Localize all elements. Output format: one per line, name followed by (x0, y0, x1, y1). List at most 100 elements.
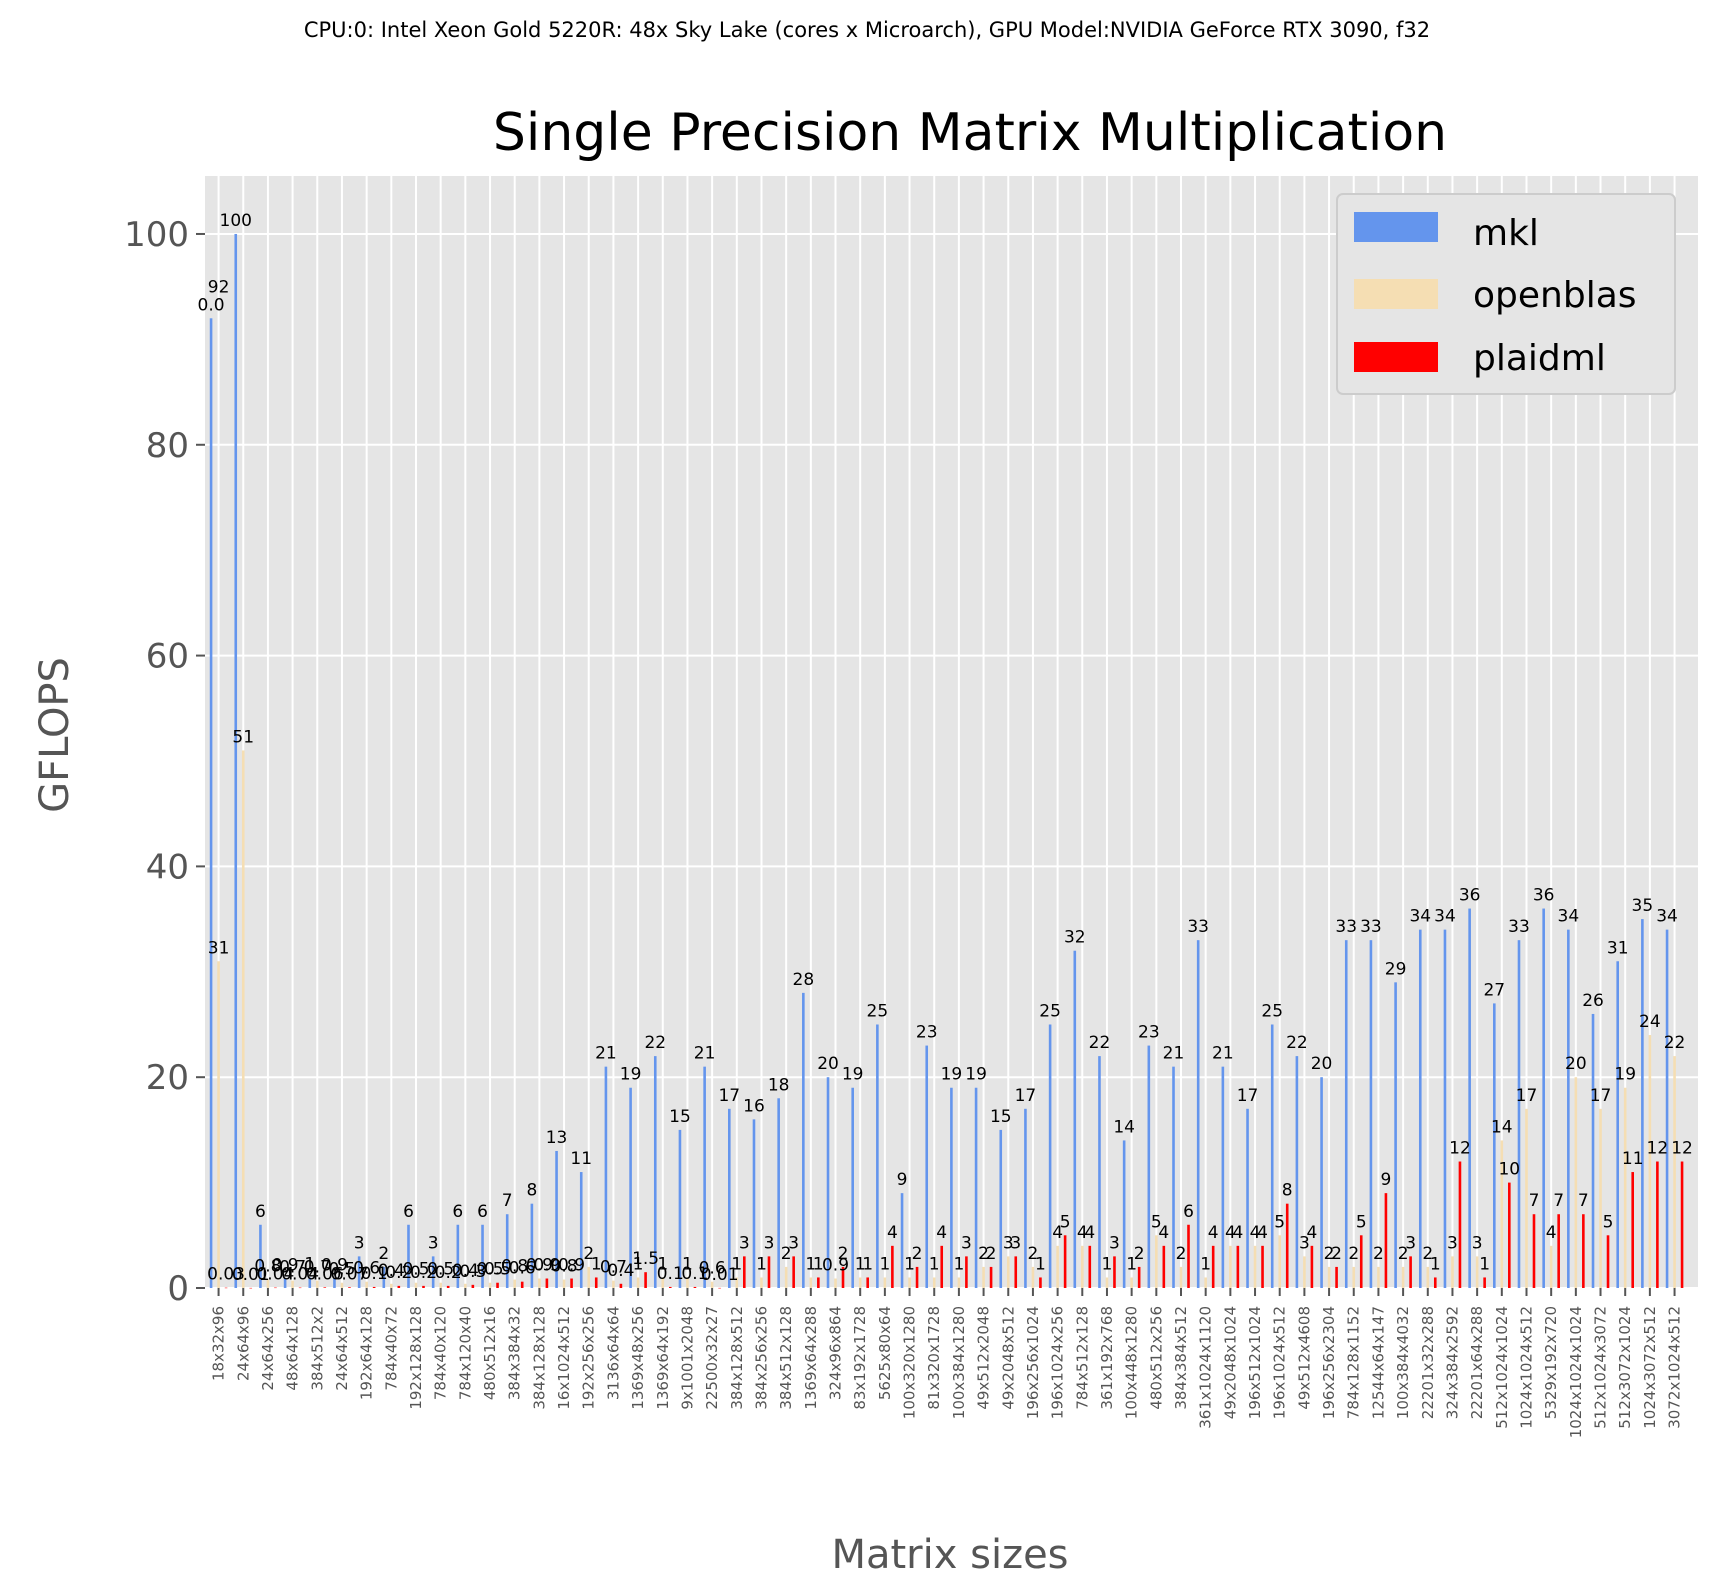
figure-suptitle: CPU:0: Intel Xeon Gold 5220R: 48x Sky La… (303, 18, 1431, 42)
bar-label-mkl: 1 (304, 1254, 315, 1274)
bar-plaidml (1508, 1182, 1511, 1288)
x-tick-label: 3072x1024x512 (1666, 1306, 1684, 1429)
bar-plaidml (249, 1287, 253, 1289)
bar-label-plaidml: 0.4 (607, 1261, 634, 1281)
bar-label-openblas: 1 (1200, 1254, 1211, 1274)
bar-label-openblas: 22 (1664, 1033, 1686, 1053)
bar-label-plaidml: 0.1 (657, 1264, 684, 1284)
bar-plaidml (298, 1287, 302, 1289)
bar-plaidml (1261, 1245, 1264, 1288)
bar-plaidml (1137, 1266, 1141, 1288)
bar-openblas (1549, 1245, 1553, 1288)
bar-mkl (851, 1087, 854, 1288)
bar-mkl (382, 1266, 386, 1288)
bar-plaidml (619, 1283, 623, 1288)
bar-label-openblas: 1 (904, 1254, 915, 1274)
bar-label-plaidml: 0.06 (306, 1264, 344, 1284)
bar-label-plaidml: 2 (1134, 1244, 1145, 1264)
bar-label-plaidml: 0.04 (256, 1265, 294, 1285)
bar-plaidml (1409, 1256, 1412, 1288)
bar-label-plaidml: 3 (788, 1233, 799, 1253)
y-tick-label: 100 (124, 215, 189, 255)
bar-label-mkl: 19 (941, 1065, 963, 1085)
bar-mkl (333, 1278, 336, 1288)
bar-label-plaidml: 12 (1647, 1139, 1669, 1159)
bar-label-openblas: 0.9 (526, 1256, 553, 1276)
x-tick-label: 196x512x1024 (1246, 1306, 1264, 1419)
bar-label-plaidml: 2 (1331, 1244, 1342, 1264)
bar-label-mkl: 35 (1632, 896, 1654, 916)
bar-label-mkl: 33 (1360, 917, 1382, 937)
bar-mkl (1344, 940, 1348, 1288)
bar-label-mkl: 6 (255, 1202, 266, 1222)
bar-openblas (1327, 1266, 1331, 1288)
x-tick-label: 324x384x2592 (1443, 1306, 1461, 1419)
bar-mkl (826, 1077, 830, 1288)
bar-openblas (291, 1280, 294, 1288)
bar-label-openblas: 0.7 (600, 1258, 627, 1278)
bar-plaidml (323, 1287, 327, 1288)
bar-mkl (925, 1045, 929, 1288)
y-axis-label: GFLOPS (32, 657, 78, 813)
bar-plaidml (1582, 1214, 1585, 1288)
bar-label-mkl: 2 (378, 1244, 389, 1264)
x-tick-label: 784x120x40 (456, 1306, 474, 1400)
bar-label-plaidml: 0.01 (701, 1265, 739, 1285)
bar-mkl (1542, 908, 1545, 1288)
bar-plaidml (1557, 1214, 1560, 1288)
bar-label-plaidml: 0.9 (558, 1256, 585, 1276)
bar-label-mkl: 11 (570, 1149, 592, 1169)
bar-openblas (1426, 1266, 1430, 1288)
bar-plaidml (989, 1266, 993, 1288)
legend-label-mkl: mkl (1473, 213, 1539, 254)
x-axis-label: Matrix sizes (831, 1532, 1068, 1578)
bar-openblas (1105, 1277, 1109, 1288)
bar-label-plaidml: 4 (1232, 1223, 1243, 1243)
legend-swatch-mkl (1354, 212, 1438, 242)
bar-label-mkl: 26 (1582, 991, 1604, 1011)
bar-label-openblas: 0.5 (477, 1260, 504, 1280)
bar-mkl (653, 1056, 657, 1288)
bar-label-mkl: 17 (1237, 1086, 1259, 1106)
x-tick-label: 480x512x256 (1147, 1306, 1165, 1410)
bar-openblas (982, 1266, 985, 1288)
bar-openblas (1352, 1266, 1356, 1288)
x-tick-label: 18x32x96 (210, 1306, 228, 1381)
bar-openblas (1377, 1266, 1380, 1288)
bar-plaidml (1433, 1277, 1437, 1288)
bar-mkl (357, 1256, 361, 1288)
bar-openblas (390, 1283, 393, 1288)
bar-plaidml (940, 1245, 944, 1288)
bar-plaidml (1063, 1235, 1067, 1288)
bar-label-mkl: 18 (768, 1075, 790, 1095)
bar-plaidml (520, 1281, 524, 1288)
bar-mkl (1369, 940, 1373, 1288)
bar-plaidml (915, 1266, 919, 1288)
bar-label-plaidml: 0.04 (281, 1265, 319, 1285)
bar-label-mkl: 28 (793, 970, 815, 990)
bar-label-plaidml: 3 (1109, 1233, 1120, 1253)
bar-plaidml (1606, 1235, 1610, 1288)
bar-label-mkl: 6 (452, 1202, 463, 1222)
x-tick-label: 784x40x120 (432, 1306, 450, 1400)
bar-label-plaidml: 7 (1578, 1191, 1589, 1211)
x-tick-label: 384x512x2 (308, 1306, 326, 1391)
bar-mkl (1567, 929, 1570, 1288)
bar-label-openblas: 5 (1151, 1212, 1162, 1232)
bar-label-plaidml: 0.07 (331, 1264, 369, 1284)
bar-label-openblas: 24 (1639, 1012, 1661, 1032)
bar-plaidml (1310, 1245, 1314, 1288)
bar-openblas (340, 1282, 344, 1288)
bar-label-openblas: 0.7 (279, 1258, 306, 1278)
bar-openblas (636, 1277, 640, 1288)
bar-openblas (1278, 1235, 1282, 1288)
bar-label-mkl: 21 (1212, 1044, 1234, 1064)
bar-plaidml (693, 1286, 697, 1288)
bar-openblas (217, 961, 220, 1288)
bar-mkl (999, 1129, 1003, 1288)
y-tick-label: 80 (146, 426, 189, 466)
x-tick-label: 49x512x4608 (1295, 1306, 1313, 1410)
x-tick-label: 100x320x1280 (901, 1306, 919, 1419)
bar-openblas (735, 1277, 739, 1288)
bar-plaidml (1458, 1161, 1462, 1288)
